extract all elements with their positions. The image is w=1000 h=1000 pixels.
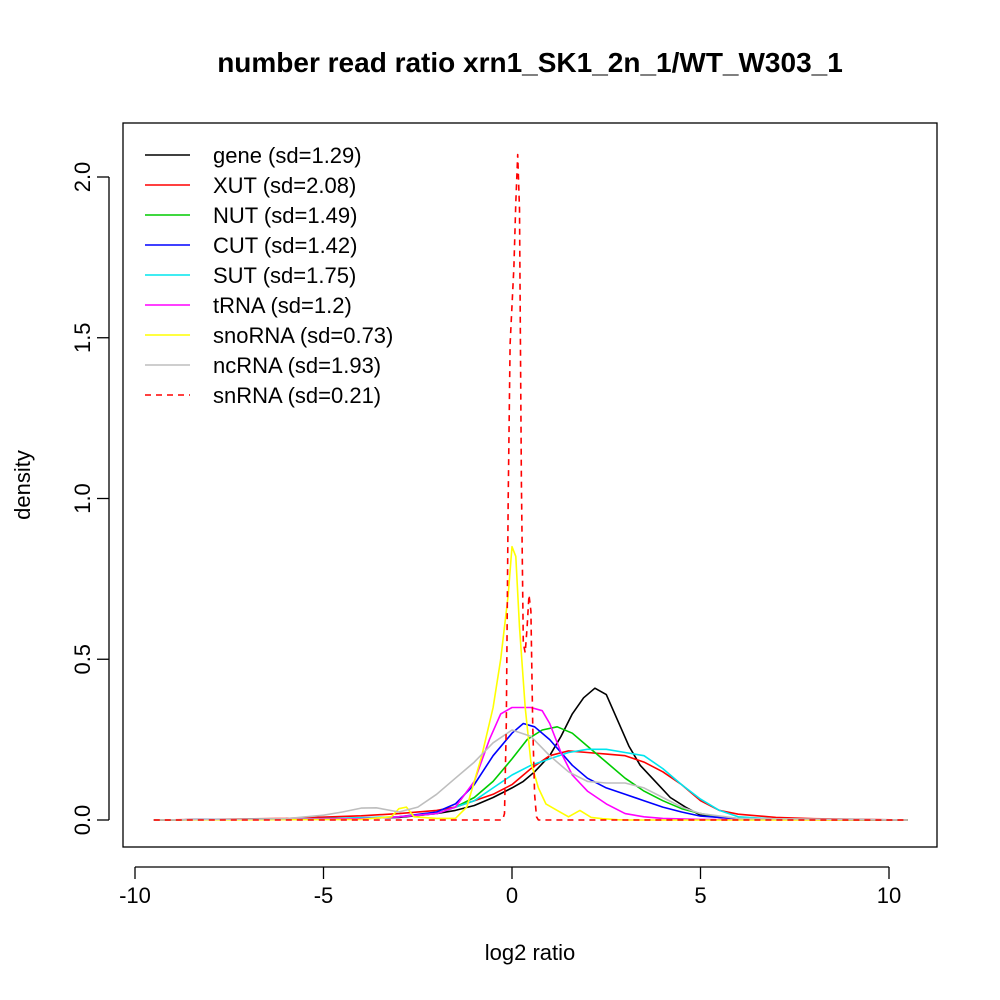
series-line-6 — [153, 545, 908, 821]
plot-frame — [122, 122, 938, 848]
legend-label-2: NUT (sd=1.49) — [213, 203, 357, 228]
chart-title: number read ratio xrn1_SK1_2n_1/WT_W303_… — [217, 47, 843, 78]
legend-label-5: tRNA (sd=1.2) — [213, 293, 352, 318]
y-axis-label: density — [10, 450, 35, 520]
series-line-7 — [153, 729, 908, 821]
y-tick-label: 0.5 — [70, 644, 95, 675]
legend-label-8: snRNA (sd=0.21) — [213, 383, 381, 408]
x-tick-label: 0 — [506, 883, 518, 908]
y-tick-label: 1.5 — [70, 322, 95, 353]
x-tick-label: -5 — [314, 883, 334, 908]
series-line-5 — [153, 706, 908, 821]
series-curves — [153, 153, 908, 821]
x-axis-label: log2 ratio — [485, 940, 576, 965]
legend-label-6: snoRNA (sd=0.73) — [213, 323, 393, 348]
legend-label-1: XUT (sd=2.08) — [213, 173, 356, 198]
y-axis: 0.0 0.5 1.0 1.5 2.0 — [70, 162, 110, 836]
y-tick-label: 1.0 — [70, 483, 95, 514]
y-tick-label: 0.0 — [70, 805, 95, 836]
series-line-2 — [153, 726, 908, 821]
x-axis: -10 -5 0 5 10 — [119, 866, 901, 908]
x-tick-label: 5 — [694, 883, 706, 908]
legend-label-3: CUT (sd=1.42) — [213, 233, 357, 258]
y-tick-label: 2.0 — [70, 162, 95, 193]
legend-label-4: SUT (sd=1.75) — [213, 263, 356, 288]
legend-label-0: gene (sd=1.29) — [213, 143, 362, 168]
x-tick-label: -10 — [119, 883, 151, 908]
legend-label-7: ncRNA (sd=1.93) — [213, 353, 381, 378]
legend: gene (sd=1.29) XUT (sd=2.08) NUT (sd=1.49)… — [145, 143, 393, 408]
series-line-8 — [153, 153, 908, 821]
x-tick-label: 10 — [877, 883, 901, 908]
